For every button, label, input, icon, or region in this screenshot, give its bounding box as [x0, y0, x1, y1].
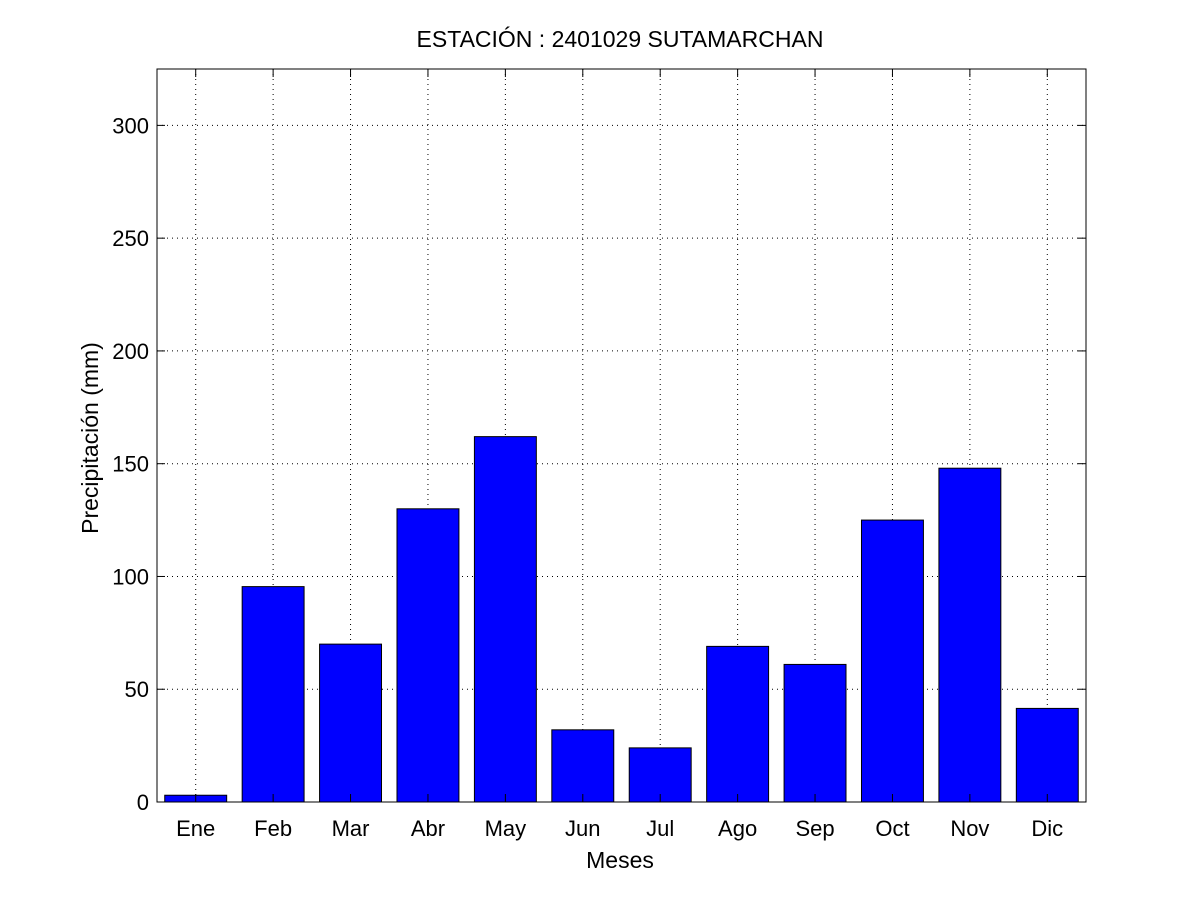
- y-axis-label: Precipitación (mm): [77, 342, 103, 534]
- tick-labels: 0 50 100 150 200 250 300 Ene Feb Mar Abr May Jun Jul A…: [112, 113, 1063, 841]
- x-tick-label: Sep: [795, 816, 834, 841]
- y-tick-label: 50: [125, 677, 149, 702]
- bar-may: [473, 436, 537, 803]
- y-tick-label: 100: [112, 564, 149, 589]
- x-tick-label: Dic: [1031, 816, 1063, 841]
- x-tick-label: Mar: [332, 816, 370, 841]
- x-tick-label: Jun: [565, 816, 600, 841]
- x-tick-label: Feb: [254, 816, 292, 841]
- bar-jul: [628, 747, 692, 803]
- x-tick-label: Ago: [718, 816, 757, 841]
- bar-ago: [706, 645, 770, 803]
- y-tick-label: 150: [112, 452, 149, 477]
- x-tick-label: Oct: [875, 816, 909, 841]
- y-tick-label: 200: [112, 339, 149, 364]
- y-tick-label: 0: [137, 790, 149, 815]
- plot-frame: [156, 68, 1087, 803]
- bar-nov: [938, 467, 1002, 803]
- bar-dic: [1015, 707, 1079, 803]
- bar-oct: [860, 519, 924, 803]
- y-tick-label: 250: [112, 226, 149, 251]
- ticks: [157, 69, 1086, 803]
- x-tick-label: Jul: [646, 816, 674, 841]
- x-tick-label: Abr: [411, 816, 445, 841]
- y-tick-label: 300: [112, 113, 149, 138]
- bar-sep: [783, 663, 847, 803]
- bar-mar: [319, 643, 383, 803]
- plot-area: [157, 69, 1086, 802]
- bar-jun: [551, 729, 615, 803]
- x-tick-label: Nov: [950, 816, 989, 841]
- bar-abr: [396, 508, 460, 803]
- x-tick-label: Ene: [176, 816, 215, 841]
- x-tick-label: May: [485, 816, 527, 841]
- bars: [164, 436, 1079, 803]
- chart-title: ESTACIÓN : 2401029 SUTAMARCHAN: [417, 26, 824, 52]
- x-axis-label: Meses: [586, 847, 654, 873]
- bar-feb: [241, 586, 305, 803]
